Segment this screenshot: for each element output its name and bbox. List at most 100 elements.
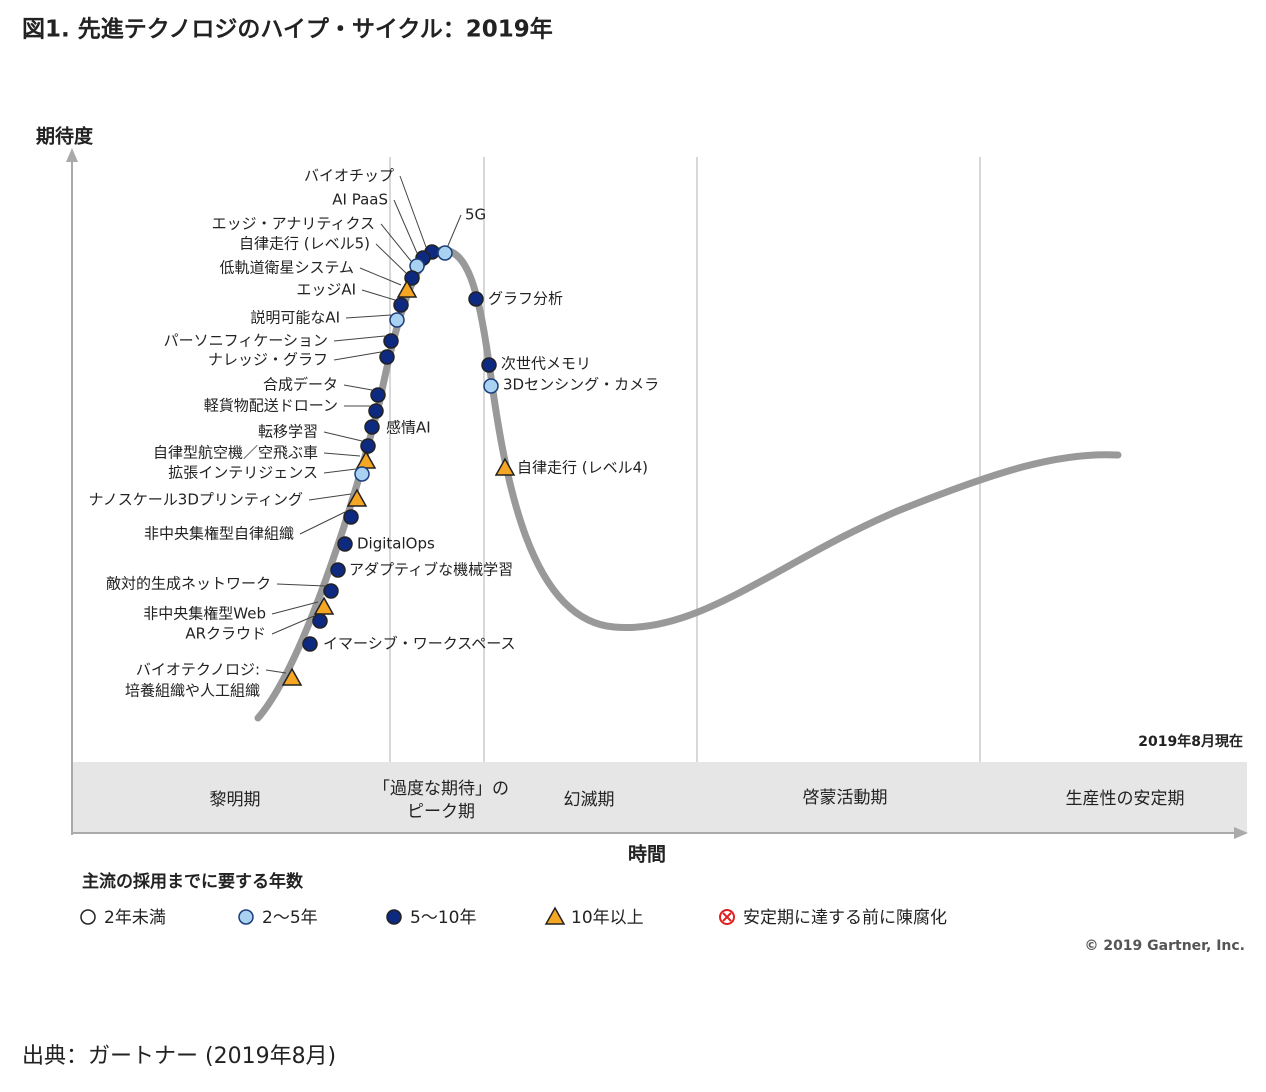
marker-dark bbox=[379, 349, 395, 365]
leader-line bbox=[399, 175, 427, 248]
leader-line bbox=[265, 669, 287, 674]
technology-label: 自律走行 (レベル5) bbox=[239, 235, 370, 253]
marker-light bbox=[389, 312, 405, 328]
technology-label: 培養組織や人工組織 bbox=[125, 682, 260, 700]
leader-line bbox=[345, 314, 392, 319]
marker-dark bbox=[393, 297, 409, 313]
technology-label: 敵対的生成ネットワーク bbox=[106, 575, 271, 593]
phase-label: 生産性の安定期 bbox=[1066, 789, 1185, 809]
legend-label: 5～10年 bbox=[410, 908, 476, 928]
x-axis-label: 時間 bbox=[628, 844, 666, 866]
technology-label: 次世代メモリ bbox=[501, 355, 591, 373]
axes bbox=[66, 148, 1248, 839]
technology-label: パーソニフィケーション bbox=[164, 332, 328, 350]
legend-title: 主流の採用までに要する年数 bbox=[82, 871, 304, 892]
leader-line bbox=[323, 452, 361, 457]
technology-label: 感情AI bbox=[386, 419, 431, 437]
marker-dark bbox=[343, 509, 359, 525]
marker-open bbox=[80, 909, 96, 925]
phase-band bbox=[72, 762, 1247, 833]
marker-dark bbox=[323, 583, 339, 599]
marker-dark bbox=[302, 636, 318, 652]
marker-dark bbox=[383, 333, 399, 349]
leader-line bbox=[323, 468, 357, 474]
technology-label: 自律走行 (レベル4) bbox=[517, 459, 648, 477]
legend-label: 10年以上 bbox=[571, 908, 644, 928]
technology-label: イマーシブ・ワークスペース bbox=[323, 635, 515, 653]
technology-label: 拡張インテリジェンス bbox=[168, 464, 318, 482]
marker-triangle bbox=[281, 667, 303, 686]
marker-light bbox=[354, 466, 370, 482]
marker-triangle bbox=[544, 906, 566, 925]
marker-light bbox=[483, 378, 499, 394]
marker-dark bbox=[368, 403, 384, 419]
technology-label: AI PaaS bbox=[332, 191, 388, 209]
marker-dark bbox=[468, 291, 484, 307]
marker-light bbox=[437, 245, 453, 261]
technology-label: 転移学習 bbox=[258, 423, 318, 441]
technology-label: 説明可能なAI bbox=[250, 309, 340, 327]
technology-label: エッジ・アナリティクス bbox=[212, 215, 375, 233]
leader-line bbox=[333, 335, 386, 342]
technology-label: ARクラウド bbox=[185, 625, 266, 643]
leader-line bbox=[323, 431, 363, 442]
marker-dark bbox=[312, 613, 328, 629]
technology-label: ナレッジ・グラフ bbox=[208, 351, 328, 369]
leader-line bbox=[380, 223, 412, 262]
phase-label: ピーク期 bbox=[407, 802, 475, 822]
marker-dark bbox=[370, 387, 386, 403]
marker-dark bbox=[364, 419, 380, 435]
title: 図1. 先進テクノロジのハイプ・サイクル：2019年 bbox=[22, 16, 553, 43]
technology-label: 自律型航空機／空飛ぶ車 bbox=[153, 444, 318, 462]
marker-triangle bbox=[313, 596, 335, 615]
marker-dark bbox=[330, 562, 346, 578]
phase-label: 「過度な期待」の bbox=[373, 779, 509, 799]
leader-line bbox=[271, 601, 319, 615]
leader-line bbox=[271, 615, 315, 635]
technology-label: アダプティブな機械学習 bbox=[349, 561, 513, 579]
leader-line bbox=[375, 243, 407, 274]
phase-label: 幻滅期 bbox=[564, 790, 615, 810]
leader-line bbox=[308, 493, 352, 501]
leader-line bbox=[276, 583, 326, 587]
technology-label: バイオチップ bbox=[304, 167, 394, 185]
phase-dividers bbox=[389, 157, 981, 762]
technology-label: 低軌道衛星システム bbox=[219, 259, 354, 277]
leader-line bbox=[446, 214, 462, 249]
marker-triangle bbox=[346, 488, 368, 507]
technology-label: 合成データ bbox=[263, 376, 338, 394]
technology-label: エッジAI bbox=[296, 281, 356, 299]
marker-triangle bbox=[355, 450, 377, 469]
source: 出典：ガートナー (2019年8月) bbox=[22, 1044, 336, 1069]
technology-label: バイオテクノロジ: bbox=[136, 661, 260, 679]
copyright: © 2019 Gartner, Inc. bbox=[1084, 938, 1245, 954]
marker-obsolete-cross bbox=[722, 912, 732, 922]
leader-line bbox=[333, 351, 382, 361]
technology-label: グラフ分析 bbox=[488, 290, 563, 308]
marker-dark bbox=[337, 536, 353, 552]
marker-triangle bbox=[494, 457, 516, 476]
technology-label: 軽貨物配送ドローン bbox=[204, 397, 338, 415]
legend-label: 2年未満 bbox=[104, 908, 166, 928]
technology-label: 5G bbox=[465, 206, 486, 224]
phase-label: 啓蒙活動期 bbox=[803, 788, 888, 808]
leader-line bbox=[359, 267, 402, 286]
legend-label: 2～5年 bbox=[262, 908, 318, 928]
phase-label: 黎明期 bbox=[210, 790, 261, 810]
technology-label: 非中央集権型自律組織 bbox=[144, 525, 294, 543]
marker-light bbox=[238, 909, 254, 925]
marker-dark bbox=[386, 909, 402, 925]
marker-dark bbox=[481, 357, 497, 373]
as-of-note: 2019年8月現在 bbox=[1138, 733, 1243, 750]
leader-line bbox=[343, 384, 373, 391]
legend-label: 安定期に達する前に陳腐化 bbox=[743, 908, 947, 928]
y-axis-label: 期待度 bbox=[36, 125, 94, 148]
technology-label: DigitalOps bbox=[357, 535, 435, 553]
technology-label: ナノスケール3Dプリンティング bbox=[89, 491, 303, 509]
technology-label: 3Dセンシング・カメラ bbox=[503, 376, 659, 394]
leader-line bbox=[393, 199, 418, 254]
marker-dark bbox=[404, 270, 420, 286]
marker-triangle bbox=[396, 279, 418, 298]
